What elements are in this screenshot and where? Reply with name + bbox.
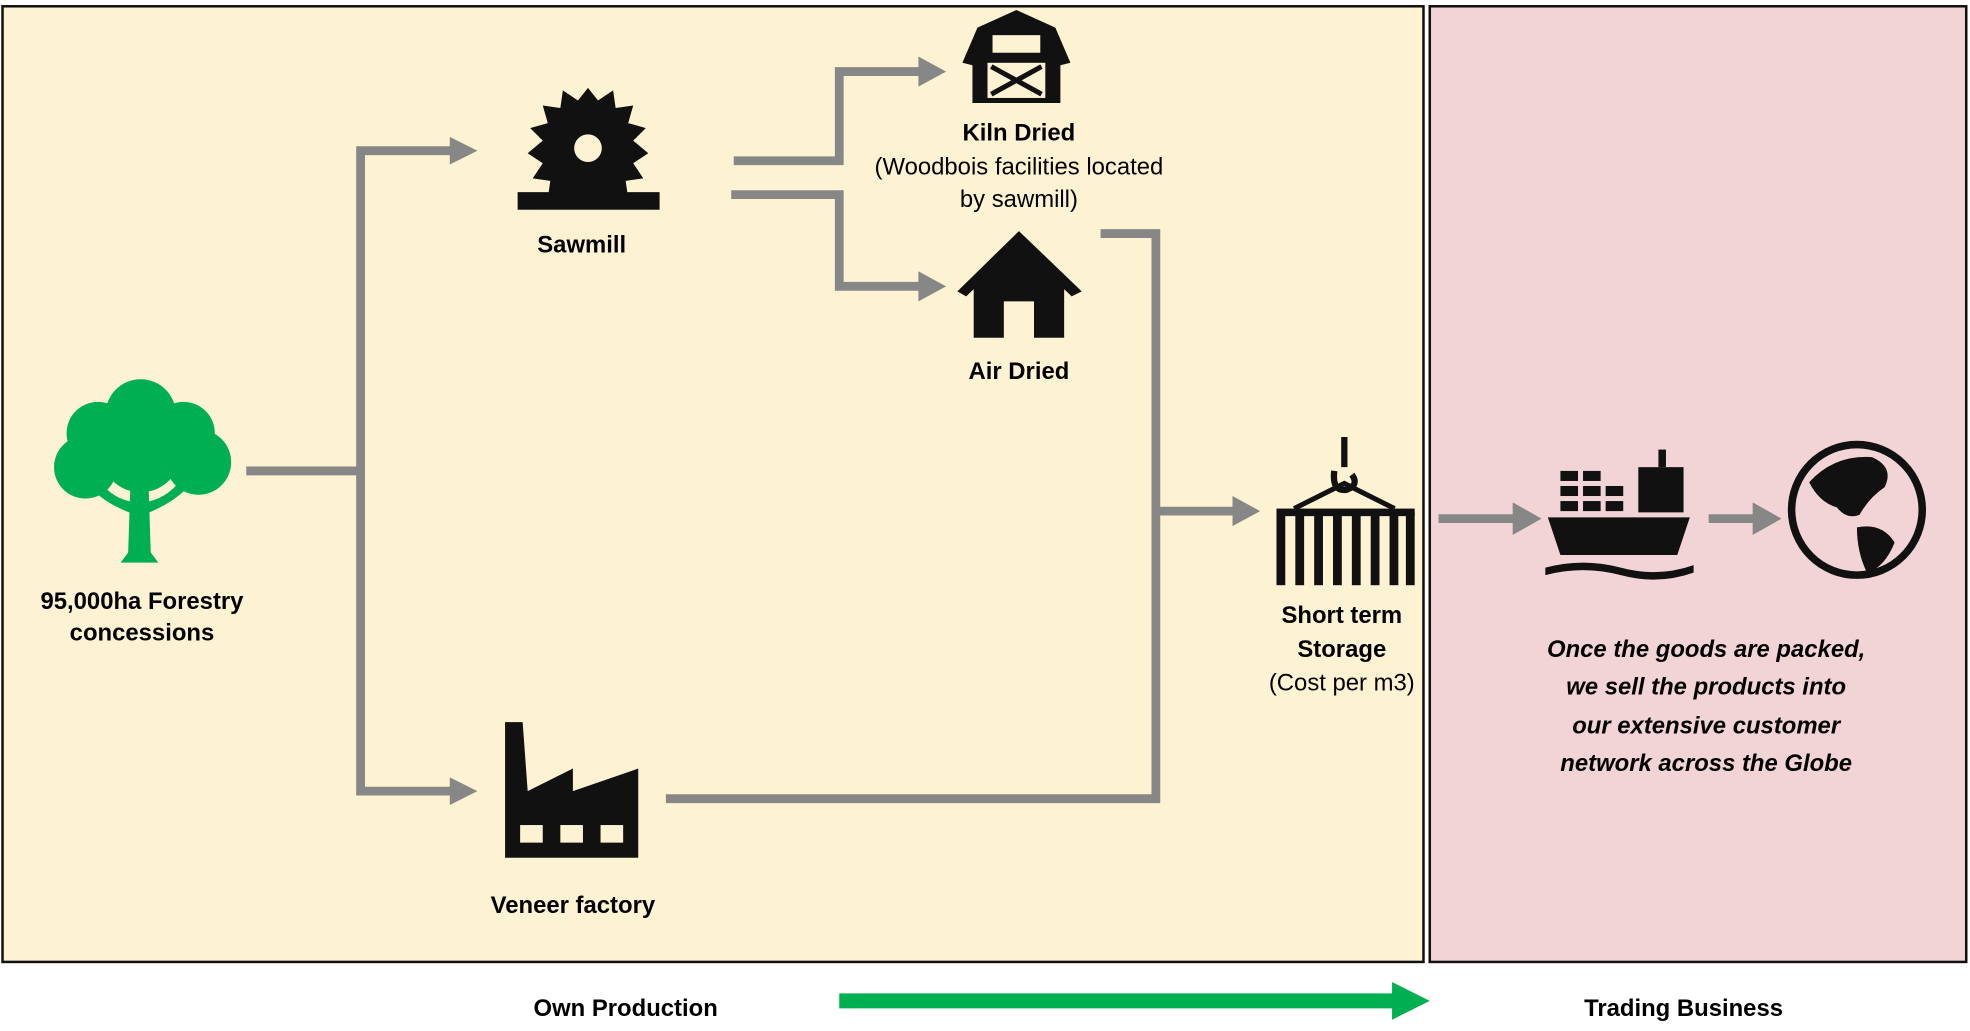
node-label: Short term xyxy=(1281,602,1402,629)
description-line: Once the goods are packed, xyxy=(1547,636,1865,663)
node-label: Storage xyxy=(1297,636,1386,663)
footer-right: Trading Business xyxy=(1584,995,1783,1022)
storage-icon xyxy=(1276,437,1415,586)
barn-icon xyxy=(962,10,1071,103)
node-note: (Cost per m3) xyxy=(1269,670,1415,697)
node-note: (Woodbois facilities located xyxy=(875,154,1164,181)
tree-icon xyxy=(54,379,232,563)
globe-icon xyxy=(1787,440,1927,579)
progress-arrowhead xyxy=(1392,982,1430,1020)
ship-icon xyxy=(1545,449,1694,580)
connectors xyxy=(246,56,1782,805)
footer-left: Own Production xyxy=(534,995,718,1022)
sawmill-icon xyxy=(517,87,660,210)
house-icon xyxy=(957,231,1082,338)
trading-description: Once the goods are packed, we sell the p… xyxy=(1547,636,1865,777)
factory-icon xyxy=(505,722,639,858)
description-line: our extensive customer xyxy=(1572,712,1842,739)
node-note: by sawmill) xyxy=(960,186,1078,213)
node-label: Kiln Dried xyxy=(963,120,1076,147)
description-line: we sell the products into xyxy=(1566,673,1846,700)
node-label: Veneer factory xyxy=(491,892,656,919)
node-label: concessions xyxy=(70,619,215,646)
description-line: network across the Globe xyxy=(1560,750,1852,777)
node-label: Air Dried xyxy=(969,358,1070,385)
node-label: 95,000ha Forestry xyxy=(40,588,244,615)
node-label: Sawmill xyxy=(537,231,626,258)
